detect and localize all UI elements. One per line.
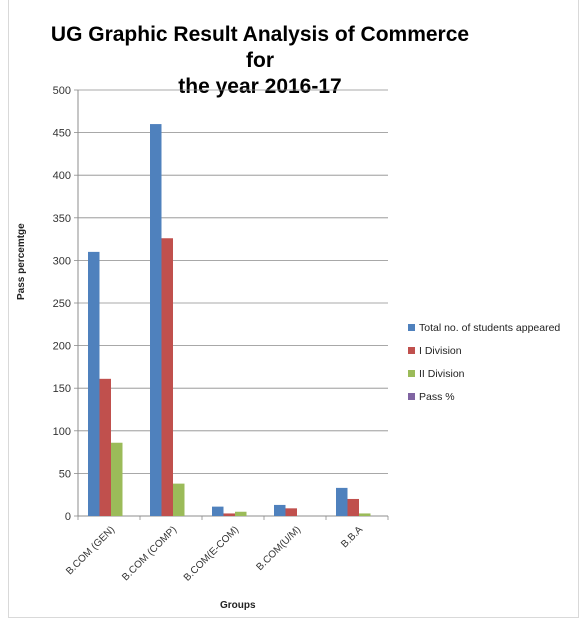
chart-title-line-2: the year 2016-17 — [178, 75, 342, 98]
y-tick-label: 100 — [53, 426, 71, 438]
bar-i-division-0 — [99, 378, 111, 516]
legend-item: Total no. of students appeared — [408, 316, 560, 339]
legend-item: II Division — [408, 362, 560, 385]
chart-frame — [8, 0, 579, 618]
y-tick-label: 0 — [65, 511, 71, 523]
bar-total-no-of-students-appeared-3 — [274, 504, 286, 516]
y-tick-label: 450 — [53, 128, 71, 140]
legend-label: II Division — [419, 367, 465, 380]
bar-i-division-3 — [285, 508, 297, 516]
y-tick-label: 350 — [53, 213, 71, 225]
legend-label: Pass % — [419, 390, 455, 403]
x-tick-label: B.COM(U/M) — [254, 524, 303, 573]
y-tick-label: 50 — [59, 468, 71, 480]
x-tick-label: B.COM(E-COM) — [182, 524, 241, 583]
bar-total-no-of-students-appeared-1 — [150, 124, 162, 516]
chart-title: UG Graphic Result Analysis of Commerce f… — [40, 22, 480, 100]
bar-total-no-of-students-appeared-4 — [336, 487, 348, 516]
bar-ii-division-1 — [173, 483, 185, 516]
y-tick-label: 300 — [53, 255, 71, 267]
chart-legend: Total no. of students appeared I Division… — [408, 316, 560, 408]
legend-swatch — [408, 370, 415, 377]
legend-item: I Division — [408, 339, 560, 362]
bar-i-division-4 — [347, 498, 359, 516]
bar-i-division-2 — [223, 513, 235, 516]
bar-i-division-1 — [161, 238, 173, 517]
bar-total-no-of-students-appeared-2 — [212, 506, 224, 516]
y-tick-label: 200 — [53, 341, 71, 353]
legend-swatch — [408, 347, 415, 354]
x-axis-label: Groups — [220, 600, 256, 611]
y-tick-label: 400 — [53, 170, 71, 182]
bar-ii-division-0 — [111, 442, 123, 516]
legend-label: I Division — [419, 344, 462, 357]
bar-ii-division-2 — [235, 511, 247, 516]
x-tick-label: B.COM (COMP) — [120, 524, 179, 583]
legend-swatch — [408, 324, 415, 331]
x-tick-label: B.B.A — [339, 524, 365, 550]
y-tick-label: 250 — [53, 298, 71, 310]
legend-label: Total no. of students appeared — [419, 321, 561, 334]
bar-ii-division-4 — [359, 513, 371, 516]
legend-swatch — [408, 393, 415, 400]
x-tick-label: B.COM (GEN) — [64, 524, 117, 577]
y-tick-label: 500 — [53, 85, 71, 97]
chart-title-line-1: UG Graphic Result Analysis of Commerce f… — [50, 23, 470, 72]
bar-total-no-of-students-appeared-0 — [88, 251, 100, 516]
legend-item: Pass % — [408, 385, 560, 408]
y-tick-label: 150 — [53, 383, 71, 395]
